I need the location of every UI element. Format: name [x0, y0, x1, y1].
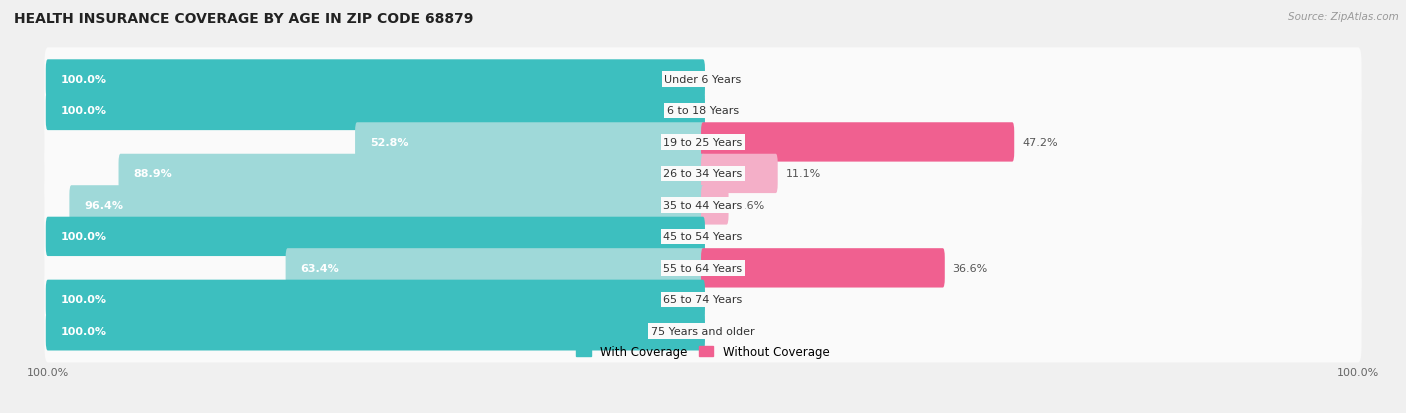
- Text: 47.2%: 47.2%: [1022, 138, 1057, 147]
- FancyBboxPatch shape: [356, 123, 704, 162]
- FancyBboxPatch shape: [702, 249, 945, 288]
- FancyBboxPatch shape: [702, 154, 778, 194]
- Text: 6 to 18 Years: 6 to 18 Years: [666, 106, 740, 116]
- Text: 0.0%: 0.0%: [713, 232, 741, 242]
- FancyBboxPatch shape: [45, 174, 1361, 237]
- Text: 0.0%: 0.0%: [713, 106, 741, 116]
- FancyBboxPatch shape: [46, 311, 704, 351]
- FancyBboxPatch shape: [45, 205, 1361, 268]
- FancyBboxPatch shape: [285, 249, 704, 288]
- Text: 3.6%: 3.6%: [737, 200, 765, 210]
- FancyBboxPatch shape: [45, 48, 1361, 112]
- FancyBboxPatch shape: [118, 154, 704, 194]
- FancyBboxPatch shape: [702, 186, 728, 225]
- Text: 55 to 64 Years: 55 to 64 Years: [664, 263, 742, 273]
- Text: 100.0%: 100.0%: [60, 294, 107, 305]
- FancyBboxPatch shape: [46, 217, 704, 256]
- Text: Under 6 Years: Under 6 Years: [665, 75, 741, 85]
- Text: 100.0%: 100.0%: [60, 75, 107, 85]
- Text: 0.0%: 0.0%: [713, 294, 741, 305]
- Text: Source: ZipAtlas.com: Source: ZipAtlas.com: [1288, 12, 1399, 22]
- Text: 26 to 34 Years: 26 to 34 Years: [664, 169, 742, 179]
- FancyBboxPatch shape: [45, 268, 1361, 331]
- FancyBboxPatch shape: [702, 123, 1014, 162]
- Text: 35 to 44 Years: 35 to 44 Years: [664, 200, 742, 210]
- FancyBboxPatch shape: [45, 299, 1361, 363]
- FancyBboxPatch shape: [45, 237, 1361, 300]
- FancyBboxPatch shape: [46, 280, 704, 319]
- Text: 45 to 54 Years: 45 to 54 Years: [664, 232, 742, 242]
- Text: 52.8%: 52.8%: [370, 138, 409, 147]
- Text: 100.0%: 100.0%: [60, 106, 107, 116]
- FancyBboxPatch shape: [46, 60, 704, 100]
- FancyBboxPatch shape: [69, 186, 704, 225]
- Text: 0.0%: 0.0%: [713, 326, 741, 336]
- Text: HEALTH INSURANCE COVERAGE BY AGE IN ZIP CODE 68879: HEALTH INSURANCE COVERAGE BY AGE IN ZIP …: [14, 12, 474, 26]
- Text: 63.4%: 63.4%: [301, 263, 339, 273]
- FancyBboxPatch shape: [46, 92, 704, 131]
- Text: 36.6%: 36.6%: [953, 263, 988, 273]
- FancyBboxPatch shape: [45, 142, 1361, 206]
- FancyBboxPatch shape: [45, 111, 1361, 174]
- Text: 0.0%: 0.0%: [713, 75, 741, 85]
- Text: 100.0%: 100.0%: [60, 326, 107, 336]
- Legend: With Coverage, Without Coverage: With Coverage, Without Coverage: [576, 345, 830, 358]
- Text: 100.0%: 100.0%: [60, 232, 107, 242]
- Text: 88.9%: 88.9%: [134, 169, 173, 179]
- Text: 75 Years and older: 75 Years and older: [651, 326, 755, 336]
- Text: 65 to 74 Years: 65 to 74 Years: [664, 294, 742, 305]
- FancyBboxPatch shape: [45, 80, 1361, 143]
- Text: 11.1%: 11.1%: [786, 169, 821, 179]
- Text: 96.4%: 96.4%: [84, 200, 124, 210]
- Text: 19 to 25 Years: 19 to 25 Years: [664, 138, 742, 147]
